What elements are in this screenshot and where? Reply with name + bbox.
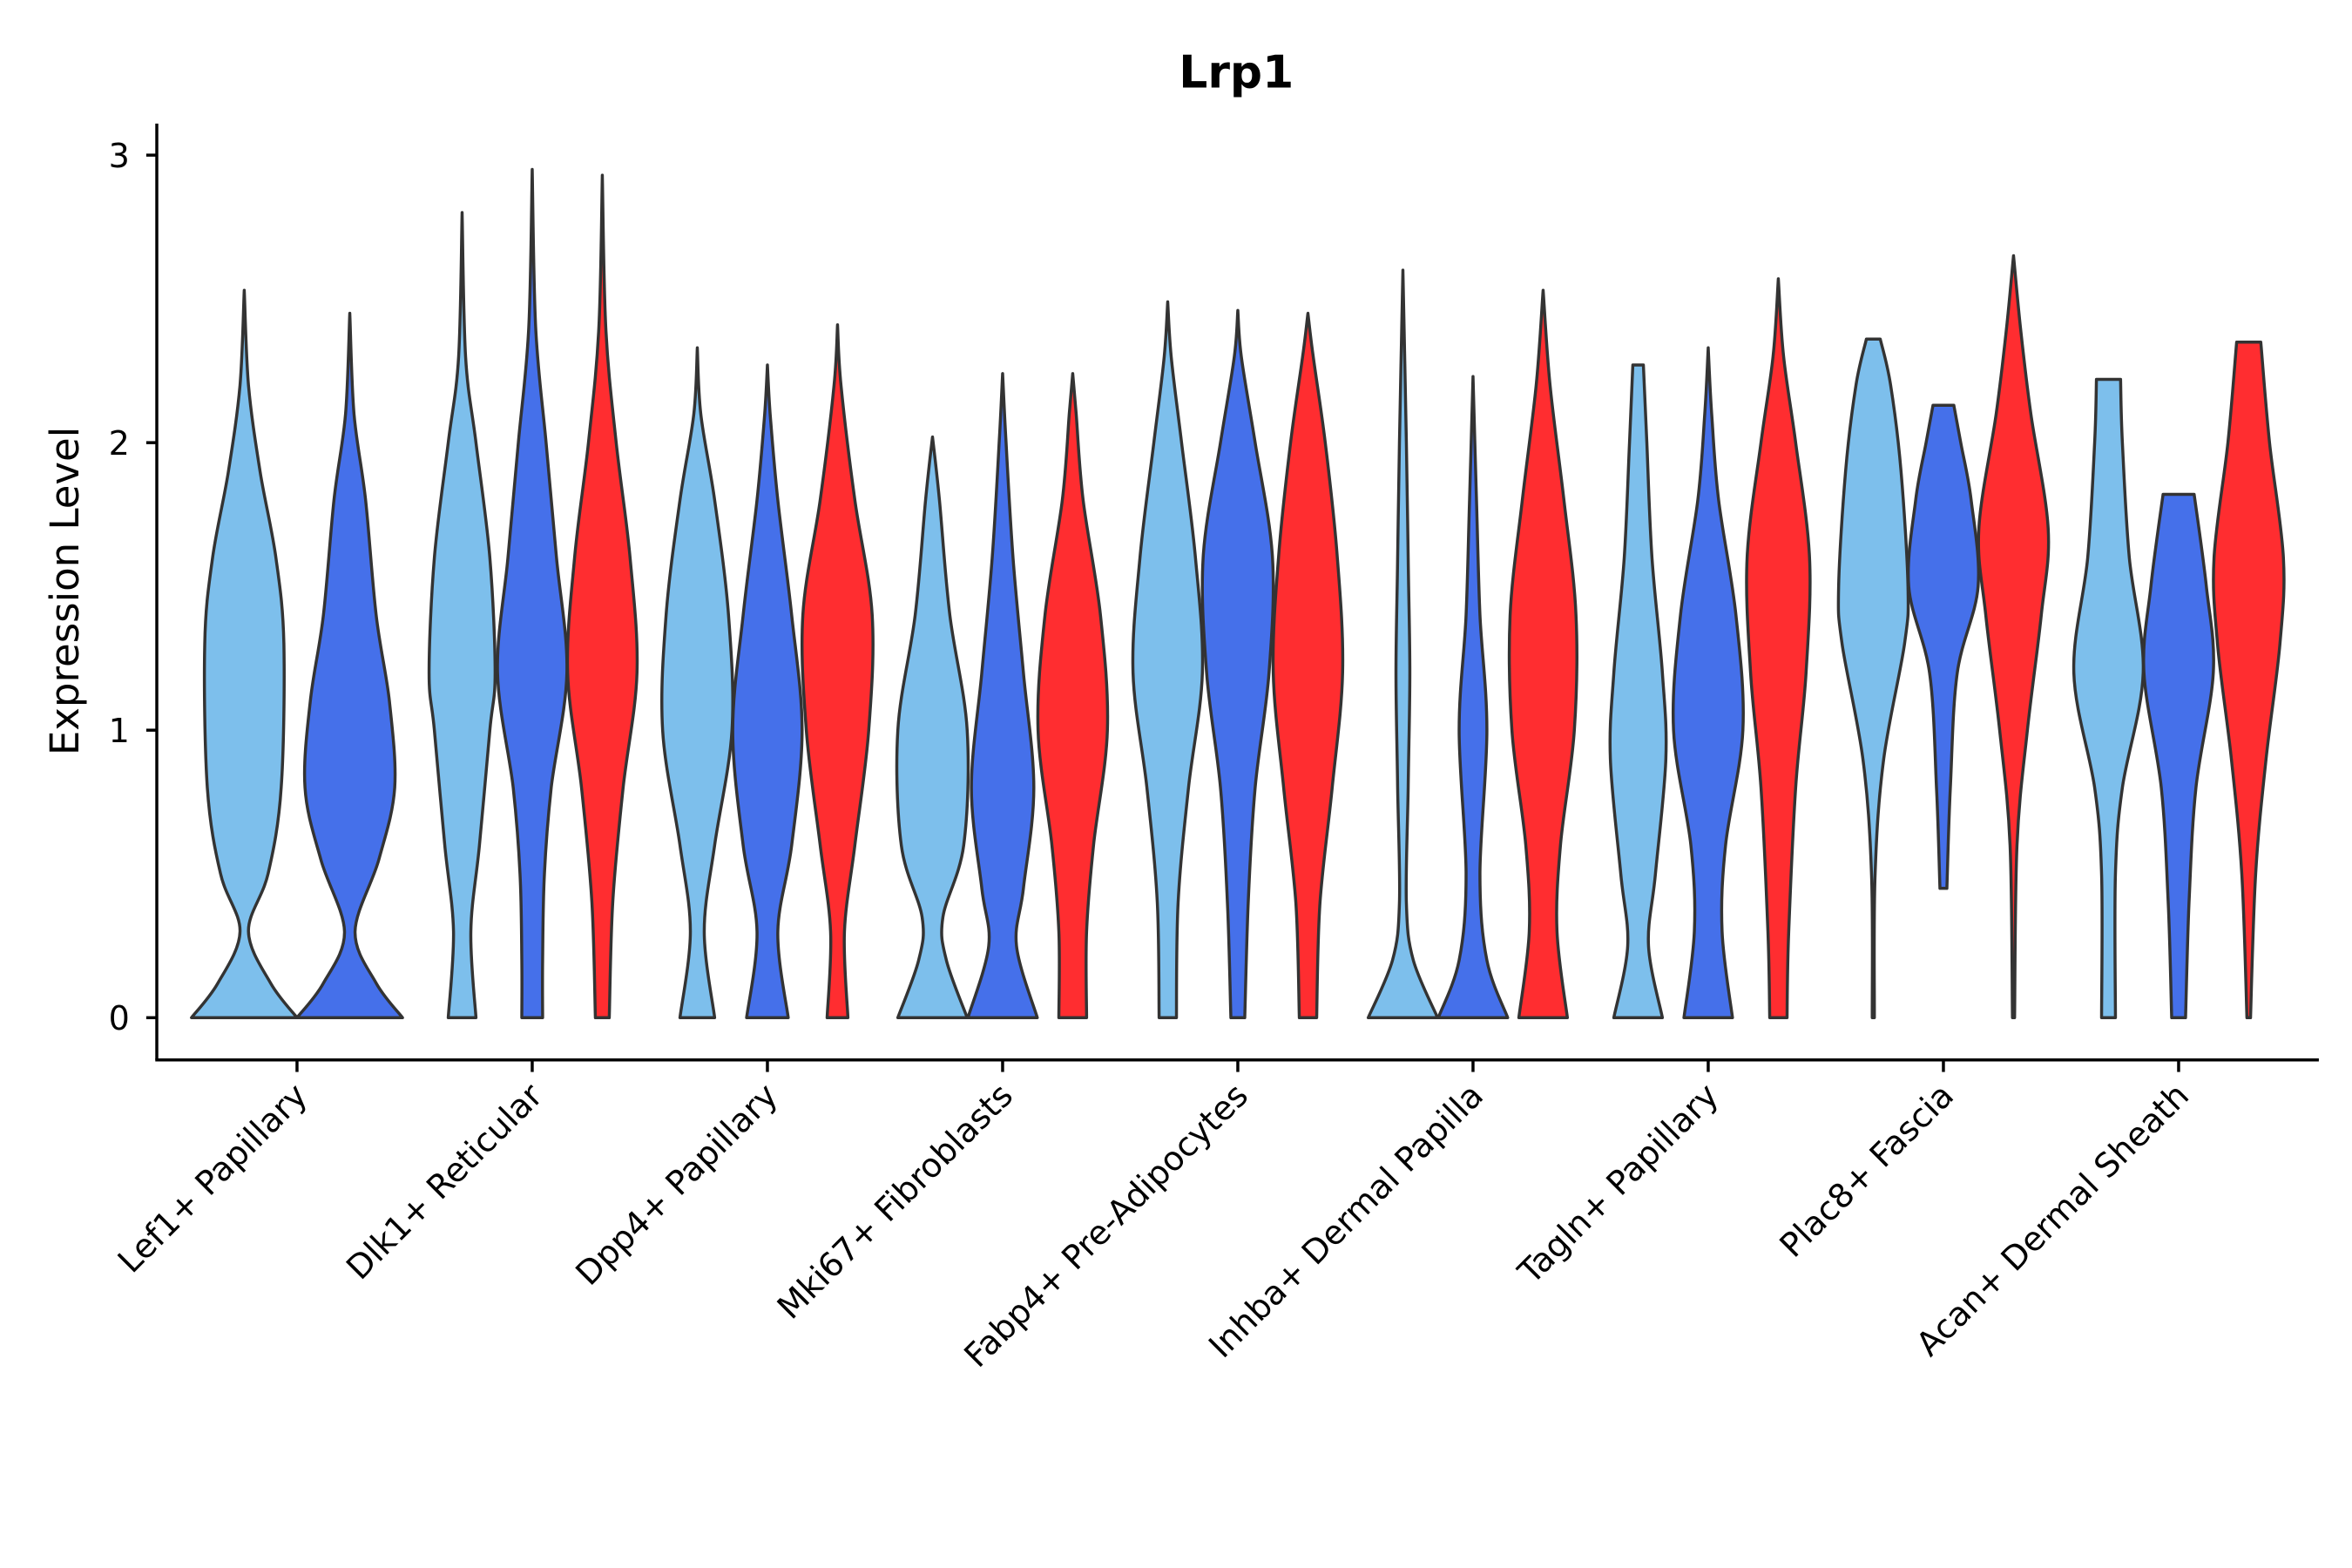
y-tick-label: 0	[109, 999, 130, 1037]
x-tick-label: Tagln+ Papillary	[1511, 1076, 1727, 1292]
x-tick-label: Dpp4+ Papillary	[568, 1076, 785, 1293]
violin-5-2	[1507, 288, 1578, 1019]
violins	[190, 167, 2286, 1019]
chart-title: Lrp1	[1179, 46, 1294, 98]
x-ticks: Lef1+ Papillary Dlk1+ Reticular Dpp4+ Papi…	[111, 1059, 2196, 1375]
violin-5-1	[1436, 375, 1510, 1019]
violin-0-0	[190, 288, 299, 1019]
y-ticks: 0 1 2 3	[109, 137, 157, 1037]
violin-0-1	[295, 311, 404, 1019]
violin-4-1	[1200, 308, 1275, 1019]
violin-6-2	[1745, 277, 1812, 1019]
violin-7-2	[1977, 253, 2051, 1019]
violin-1-2	[565, 173, 639, 1019]
violin-8-2	[2212, 340, 2286, 1019]
y-tick-label: 1	[109, 712, 130, 750]
x-tick-label: Dlk1+ Reticular	[339, 1076, 550, 1287]
violin-2-2	[800, 323, 875, 1019]
x-tick-label: Acan+ Dermal Sheath	[1909, 1076, 2196, 1363]
x-tick-label: Lef1+ Papillary	[111, 1076, 314, 1280]
y-tick-label: 2	[109, 424, 130, 463]
x-tick-label: Plac8+ Fascia	[1773, 1076, 1962, 1265]
violin-7-1	[1906, 403, 1981, 890]
y-tick-label: 3	[109, 137, 130, 175]
violin-3-2	[1036, 372, 1110, 1019]
violin-5-0	[1366, 268, 1440, 1019]
violin-4-0	[1131, 300, 1205, 1019]
violin-2-0	[660, 346, 734, 1019]
x-tick-label: Inhba+ Dermal Papilla	[1201, 1076, 1490, 1365]
violin-7-0	[1836, 337, 1910, 1019]
violin-4-2	[1271, 311, 1345, 1019]
violin-6-0	[1608, 363, 1668, 1019]
y-axis-label: Expression Level	[42, 427, 88, 755]
violin-1-1	[496, 167, 569, 1019]
violin-2-1	[731, 363, 804, 1019]
violin-8-1	[2142, 492, 2215, 1019]
x-tick-label: Mki67+ Fibroblasts	[770, 1076, 1020, 1326]
violin-8-0	[2072, 377, 2146, 1019]
violin-3-1	[966, 372, 1039, 1019]
violin-1-0	[427, 211, 497, 1019]
violin-6-1	[1671, 346, 1745, 1019]
violin-3-0	[895, 435, 970, 1019]
